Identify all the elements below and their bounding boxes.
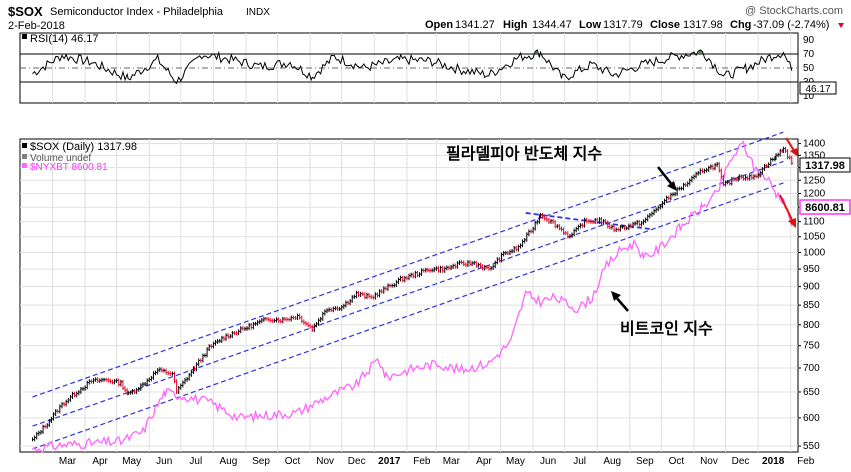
- x-tick-label: Sep: [636, 456, 654, 467]
- rsi-tick-label: 70: [803, 49, 815, 60]
- price-tick-label: 1100: [803, 217, 825, 228]
- chg-value: -37.09 (-2.74%): [753, 19, 829, 31]
- price-tick-label: 550: [803, 441, 820, 452]
- symbol-title: $SOX: [8, 4, 43, 19]
- price-tick-label: 1400: [803, 139, 826, 150]
- price-tick-label: 600: [803, 413, 820, 424]
- open-label: Open: [425, 19, 453, 31]
- price-tick-label: 1350: [803, 150, 826, 161]
- x-tick-label: Apr: [476, 456, 492, 467]
- x-tick-label: Aug: [219, 456, 237, 467]
- x-tick-label: 2018: [762, 456, 785, 467]
- red-down-arrow-sox: [785, 137, 798, 157]
- bitcoin-annotation-arrow: [611, 291, 629, 312]
- x-tick-label: Jun: [156, 456, 172, 467]
- x-tick-label: 2017: [378, 456, 401, 467]
- sox-price-bars: [32, 146, 794, 442]
- btc-legend-swatch: [22, 163, 27, 168]
- x-tick-label: Nov: [316, 456, 334, 467]
- sox-value-badge: 1317.98: [799, 157, 851, 173]
- price-tick-label: 950: [803, 264, 820, 275]
- price-tick-label: 850: [803, 300, 820, 311]
- low-label: Low: [579, 19, 601, 31]
- x-tick-label: Jul: [573, 456, 586, 467]
- price-tick-label: 700: [803, 363, 820, 374]
- sox-legend-label: $SOX (Daily) 1317.98: [30, 141, 137, 153]
- close-value: 1317.98: [683, 19, 723, 31]
- sox-annotation-label: 필라델피아 반도체 지수: [446, 144, 602, 163]
- x-tick-label: Nov: [700, 456, 718, 467]
- x-axis: Mar Apr May Jun Jul Aug Sep Oct Nov Dec 2017 Feb Mar…: [59, 456, 815, 467]
- x-tick-label: Jun: [540, 456, 556, 467]
- x-tick-label: May: [506, 456, 525, 467]
- x-tick-label: Mar: [59, 456, 77, 467]
- x-tick-label: Jul: [189, 456, 202, 467]
- high-value: 1344.47: [532, 19, 572, 31]
- down-triangle-icon: [838, 23, 844, 28]
- x-tick-label: Dec: [732, 456, 750, 467]
- btc-value-badge: 8600.81: [799, 199, 851, 215]
- channel-line-pullback: [525, 212, 651, 230]
- price-legend: $SOX (Daily) 1317.98 Volume undef $NYXBT…: [22, 141, 137, 173]
- exchange-label: INDX: [246, 7, 270, 18]
- x-tick-label: Feb: [413, 456, 431, 467]
- x-tick-label: May: [122, 456, 141, 467]
- watermark: @ StockCharts.com: [745, 5, 843, 17]
- rsi-panel-frame: [19, 32, 799, 104]
- channel-line-upper: [32, 131, 784, 398]
- price-tick-label: 1200: [803, 188, 826, 199]
- rsi-legend: RSI(14) 46.17: [22, 33, 98, 45]
- price-tick-label: 800: [803, 320, 820, 331]
- rsi-tick-label: 90: [803, 35, 815, 46]
- x-tick-label: Feb: [797, 456, 815, 467]
- price-y-axis: 550 600 650 700 750 800 850 900 950 1000 1050 1100 1…: [798, 139, 826, 452]
- chart-date: 2-Feb-2018: [8, 20, 65, 32]
- chg-label: Chg: [730, 19, 751, 31]
- bitcoin-annotation-label: 비트코인 지수: [620, 320, 713, 338]
- high-label: High: [503, 19, 528, 31]
- x-tick-label: Aug: [603, 456, 621, 467]
- price-tick-label: 1250: [803, 175, 826, 186]
- rsi-value-badge: 46.17: [799, 81, 837, 95]
- ohlc-readout: Open 1341.27 High 1344.47 Low 1317.79 Cl…: [425, 19, 844, 31]
- x-tick-label: Apr: [92, 456, 108, 467]
- volume-legend-label: Volume undef: [30, 153, 91, 164]
- rsi-tick-label: 10: [803, 91, 815, 102]
- sox-legend-swatch: [22, 143, 27, 148]
- rsi-series-path: [32, 49, 793, 85]
- x-tick-label: Sep: [252, 456, 270, 467]
- svg-text:46.17: 46.17: [805, 84, 830, 95]
- channel-line-middle: [32, 160, 784, 427]
- x-tick-label: Oct: [285, 456, 301, 467]
- price-tick-label: 900: [803, 282, 820, 293]
- price-grid: [20, 139, 798, 452]
- open-value: 1341.27: [455, 19, 495, 31]
- x-tick-label: Dec: [348, 456, 366, 467]
- rsi-tick-label: 50: [803, 63, 815, 74]
- price-tick-label: 650: [803, 387, 820, 398]
- svg-text:1317.98: 1317.98: [805, 160, 845, 172]
- svg-text:8600.81: 8600.81: [805, 202, 845, 214]
- price-tick-label: 1050: [803, 232, 826, 243]
- btc-series-path: [32, 140, 793, 454]
- rsi-legend-label: RSI(14) 46.17: [30, 33, 98, 45]
- low-value: 1317.79: [603, 19, 643, 31]
- rsi-legend-swatch: [22, 34, 27, 39]
- rsi-level-lines: [20, 53, 798, 83]
- price-tick-label: 750: [803, 341, 820, 352]
- price-tick-label: 1000: [803, 248, 826, 259]
- btc-legend-label: $NYXBT 8600.81: [30, 162, 108, 173]
- index-name: Semiconductor Index - Philadelphia: [50, 6, 224, 18]
- close-label: Close: [650, 19, 680, 31]
- volume-legend-swatch: [22, 154, 27, 159]
- red-down-arrow-btc: [779, 194, 796, 228]
- rsi-line: [32, 49, 793, 85]
- sox-annotation-arrow: [657, 166, 677, 191]
- bitcoin-line: [32, 140, 793, 454]
- x-tick-label: Oct: [669, 456, 685, 467]
- price-panel-frame: [19, 138, 799, 453]
- x-tick-label: Mar: [443, 456, 461, 467]
